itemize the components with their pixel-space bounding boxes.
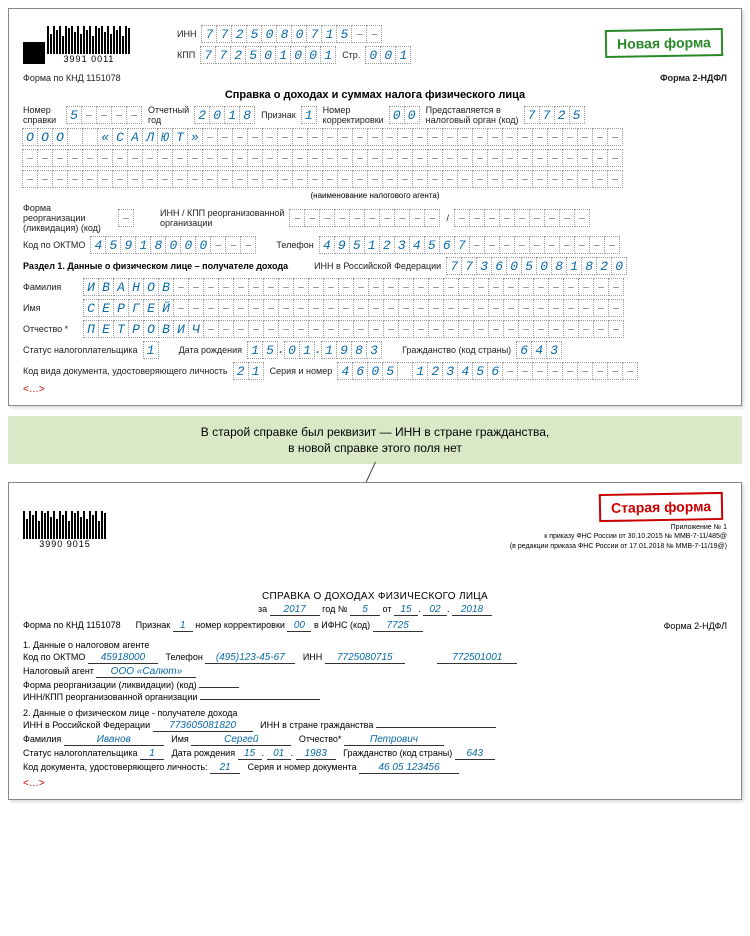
corr-cells: 00 — [390, 106, 420, 124]
ellipsis-old: <…> — [23, 778, 727, 789]
serial-label: Серия и номер — [270, 366, 333, 376]
ref-no-label: Номер справки — [23, 105, 61, 125]
phone-cells: 4951234567–––––––––– — [320, 236, 620, 254]
middle-note-2: в новой справке этого поля нет — [20, 440, 730, 456]
citizenship-cells: 643 — [517, 341, 562, 359]
tax-org-cells: 7725 — [525, 106, 585, 124]
patronymic-cells: ПЕТРОВИЧ–––––––––––––––––––––––––––– — [84, 320, 624, 338]
oktmo-cells: 45918000––– — [91, 236, 256, 254]
inn-cells: 7725080715–– — [202, 25, 382, 43]
section1: Раздел 1. Данные о физическом лице – пол… — [23, 261, 288, 271]
reorg-inn-label: ИНН / КПП реорганизованной организации — [160, 208, 284, 228]
year-cells: 2018 — [195, 106, 255, 124]
status-cells: 1 — [144, 341, 159, 359]
doc-type-cells: 21 — [234, 362, 264, 380]
inn-rf-label: ИНН в Российской Федерации — [314, 261, 441, 271]
inn-label: ИНН — [177, 29, 196, 39]
middle-note: В старой справке был реквизит — ИНН в ст… — [8, 416, 742, 464]
old-title: СПРАВКА О ДОХОДАХ ФИЗИЧЕСКОГО ЛИЦА — [23, 591, 727, 602]
old-num: 5 — [350, 604, 380, 616]
old-sec1: 1. Данные о налоговом агенте — [23, 640, 727, 650]
phone-label: Телефон — [276, 240, 313, 250]
reorg-inn-cells: –––––––––– — [290, 209, 440, 227]
surname-label: Фамилия — [23, 282, 78, 292]
tax-org-label: Представляется в налоговый орган (код) — [426, 105, 519, 125]
old-sec2: 2. Данные о физическом лице - получателе… — [23, 708, 727, 718]
sign-label: Признак — [261, 110, 296, 120]
oktmo-label: Код по ОКТМО — [23, 240, 85, 250]
patronymic-label: Отчество * — [23, 324, 78, 334]
name-label: Имя — [23, 303, 78, 313]
str-label: Стр. — [342, 50, 360, 60]
org-name-row1: ООО «САЛЮТ»–––––––––––––––––––––––––––– — [23, 128, 623, 146]
barcode-number: 3991 0011 — [47, 54, 131, 64]
name-cells: СЕРГЕЙ–––––––––––––––––––––––––––––– — [84, 299, 624, 317]
old-inn-ctz-field — [376, 727, 496, 728]
sign-cells: 1 — [302, 106, 317, 124]
agent-note: (наименование налогового агента) — [23, 191, 727, 200]
ref-no-cells: 5–––– — [67, 106, 142, 124]
doc-type-label: Код вида документа, удостоверяющего личн… — [23, 366, 228, 376]
form-knd: Форма по КНД 1151078 — [23, 73, 121, 83]
old-form-box: Старая форма Приложение № 1 к приказу ФН… — [8, 482, 742, 800]
kpp-label: КПП — [177, 50, 195, 60]
org-name-row2: –––––––––––––––––––––––––––––––––––––––– — [23, 149, 623, 167]
year-label: Отчетный год — [148, 105, 189, 125]
old-year: 2017 — [270, 604, 320, 616]
status-label: Статус налогоплательщика — [23, 345, 138, 355]
barcode-new: 3991 0011 — [23, 26, 131, 64]
serial-cells: 4605 123456––––––––– — [338, 362, 638, 380]
dob-label: Дата рождения — [179, 345, 243, 355]
kpp-cells: 772501001 — [201, 46, 336, 64]
new-form-box: Новая форма 3991 0011 ИНН 772508 — [8, 8, 742, 406]
new-title: Справка о доходах и суммах налога физиче… — [23, 89, 727, 101]
appendix-block: Приложение № 1 к приказу ФНС России от 3… — [510, 523, 727, 550]
surname-cells: ИВАНОВ–––––––––––––––––––––––––––––– — [84, 278, 624, 296]
middle-note-1: В старой справке был реквизит — ИНН в ст… — [20, 424, 730, 440]
inn-rf-cells: 773605081820 — [447, 257, 627, 275]
form-right: Форма 2-НДФЛ — [660, 73, 727, 83]
old-form-stamp: Старая форма — [599, 492, 724, 522]
barcode-old: 3990 9015 — [23, 511, 107, 549]
reorg-kpp-cells: ––––––––– — [455, 209, 590, 227]
org-name-row3: –––––––––––––––––––––––––––––––––––––––– — [23, 170, 623, 188]
corr-label: Номер корректировки — [323, 105, 384, 125]
citizenship-label: Гражданство (код страны) — [402, 345, 511, 355]
dob-cells: 15.01.1983 — [248, 341, 382, 359]
reorg-label: Форма реорганизации (ликвидация) (код) — [23, 203, 113, 233]
barcode-bars — [47, 26, 131, 54]
reorg-cell: – — [119, 209, 134, 227]
str-cells: 001 — [366, 46, 411, 64]
ellipsis-new: <…> — [23, 384, 727, 395]
new-form-stamp: Новая форма — [605, 28, 723, 58]
